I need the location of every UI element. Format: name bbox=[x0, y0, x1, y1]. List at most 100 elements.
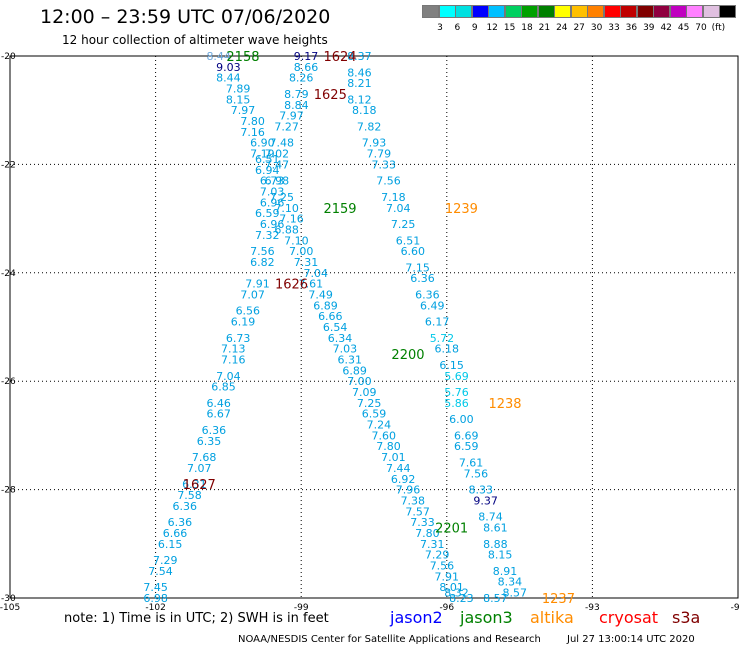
wave-height-label: 7.60 bbox=[371, 429, 396, 442]
wave-height-label: 7.48 bbox=[270, 137, 295, 150]
wave-height-label: 8.88 bbox=[483, 538, 508, 551]
wave-height-label: 6.46 bbox=[206, 397, 231, 410]
pass-time-label: 1627 bbox=[183, 478, 216, 493]
wave-height-label: 7.16 bbox=[221, 354, 246, 367]
wave-height-label: 7.93 bbox=[362, 137, 387, 150]
wave-height-label: 7.56 bbox=[250, 245, 275, 258]
wave-height-label: 8.79 bbox=[284, 88, 309, 101]
longitude-tick-label: -99 bbox=[294, 603, 309, 613]
map-frame bbox=[9, 55, 739, 599]
wave-height-label: 6.98 bbox=[143, 592, 168, 605]
wave-height-label: 7.45 bbox=[143, 581, 168, 594]
wave-height-label: 6.66 bbox=[163, 527, 188, 540]
wave-height-label: 7.91 bbox=[245, 278, 270, 291]
wave-height-label: 6.15 bbox=[439, 359, 464, 372]
wave-height-label: 7.91 bbox=[435, 570, 460, 583]
wave-height-label: 8.66 bbox=[294, 61, 319, 74]
wave-height-label: 7.04 bbox=[304, 267, 329, 280]
scale-swatch bbox=[719, 5, 736, 18]
wave-height-label: 6.90 bbox=[250, 137, 275, 150]
wave-height-label: 8.26 bbox=[289, 72, 314, 85]
wave-height-label: 6.31 bbox=[337, 354, 362, 367]
wave-height-label: 7.68 bbox=[192, 451, 217, 464]
latitude-tick-label: -28 bbox=[1, 486, 16, 496]
scale-label: (ft) bbox=[711, 23, 726, 33]
wave-height-label: 8.01 bbox=[439, 581, 464, 594]
wave-height-label: 8.37 bbox=[347, 50, 372, 63]
wave-height-label: 6.36 bbox=[410, 272, 435, 285]
wave-height-label: 8.23 bbox=[449, 592, 474, 605]
longitude-tick-label: -90 bbox=[731, 603, 740, 613]
wave-height-label: 7.56 bbox=[376, 175, 401, 188]
wave-height-label: 6.35 bbox=[197, 435, 222, 448]
credit-text: NOAA/NESDIS Center for Satellite Applica… bbox=[238, 634, 541, 645]
wave-height-label: 7.97 bbox=[231, 104, 256, 117]
pass-time-label: 1625 bbox=[314, 88, 347, 103]
wave-height-label: 7.38 bbox=[401, 494, 426, 507]
wave-height-label: 9.03 bbox=[216, 61, 241, 74]
wave-height-label: 6.15 bbox=[158, 538, 183, 551]
wave-height-label: 5.69 bbox=[444, 370, 469, 383]
wave-height-label: 7.01 bbox=[381, 451, 406, 464]
wave-height-label: 6.89 bbox=[342, 364, 367, 377]
wave-height-label: 6.51 bbox=[396, 234, 421, 247]
wave-height-label: 7.97 bbox=[279, 110, 304, 123]
longitude-tick-label: -96 bbox=[439, 603, 454, 613]
wave-height-label: 8.91 bbox=[493, 565, 518, 578]
pass-time-label: 1624 bbox=[323, 50, 356, 65]
wave-height-label: 7.16 bbox=[240, 126, 265, 139]
wave-height-label: 7.03 bbox=[333, 343, 358, 356]
wave-height-label: 6.96 bbox=[260, 196, 285, 209]
scale-label: 45 bbox=[677, 23, 690, 33]
wave-height-label: 7.57 bbox=[405, 505, 430, 518]
wave-height-label: 7.00 bbox=[347, 375, 372, 388]
wave-height-label: 6.88 bbox=[274, 223, 299, 236]
wave-height-label: 6.17 bbox=[425, 316, 450, 329]
scale-label: 18 bbox=[521, 23, 533, 33]
wave-height-label: 6.56 bbox=[236, 305, 261, 318]
wave-height-label: 7.27 bbox=[274, 120, 299, 133]
wave-height-label: 7.82 bbox=[357, 120, 382, 133]
mission-jason3: jason3 bbox=[460, 608, 513, 627]
wave-height-label: 9.37 bbox=[473, 494, 498, 507]
wave-height-label: 7.25 bbox=[391, 218, 416, 231]
wave-height-label: 6.66 bbox=[318, 310, 343, 323]
scale-label: 6 bbox=[454, 23, 461, 33]
wave-height-label: 6.82 bbox=[250, 256, 275, 269]
wave-height-label: 7.29 bbox=[425, 549, 450, 562]
wave-height-label: 5.86 bbox=[444, 397, 469, 410]
wave-height-label: 7.31 bbox=[420, 538, 445, 551]
wave-height-label: 7.44 bbox=[386, 462, 411, 475]
scale-label: 21 bbox=[538, 23, 551, 33]
scale-label: 36 bbox=[625, 23, 638, 33]
pass-time-label: 1626 bbox=[275, 278, 308, 293]
wave-height-label: 7.15 bbox=[405, 261, 430, 274]
wave-height-label: 7.02 bbox=[265, 148, 290, 161]
wave-height-label: 6.00 bbox=[449, 413, 474, 426]
wave-height-label: 7.04 bbox=[386, 202, 411, 215]
pass-time-label: 2158 bbox=[226, 50, 259, 65]
wave-height-label: 9.17 bbox=[294, 50, 319, 63]
wave-height-label: 6.36 bbox=[168, 516, 193, 529]
scale-label: 70 bbox=[695, 23, 707, 33]
wave-height-label: 8.57 bbox=[483, 592, 508, 605]
scale-label: 39 bbox=[643, 23, 655, 33]
wave-height-label: 7.33 bbox=[371, 158, 396, 171]
wave-height-label: 7.58 bbox=[177, 489, 202, 502]
wave-height-label: 6.36 bbox=[415, 288, 440, 301]
wave-height-label: 7.29 bbox=[153, 554, 178, 567]
wave-height-label: 7.49 bbox=[308, 288, 333, 301]
wave-height-label: 7.24 bbox=[367, 419, 392, 432]
wave-height-label: 7.61 bbox=[299, 278, 324, 291]
wave-height-label: 7.32 bbox=[255, 229, 280, 242]
wave-height-label: 8.33 bbox=[469, 484, 494, 497]
wave-height-label: 6.69 bbox=[454, 429, 479, 442]
wave-height-label: 8.57 bbox=[502, 587, 527, 600]
wave-height-label: 7.00 bbox=[289, 245, 314, 258]
wave-height-label: 5.72 bbox=[430, 332, 455, 345]
pass-time-label: 2201 bbox=[435, 522, 468, 537]
wave-height-label: 7.07 bbox=[240, 288, 265, 301]
wave-height-label: 7.96 bbox=[396, 484, 421, 497]
longitude-tick-label: -102 bbox=[145, 603, 165, 613]
pass-time-label: 1237 bbox=[542, 592, 575, 607]
